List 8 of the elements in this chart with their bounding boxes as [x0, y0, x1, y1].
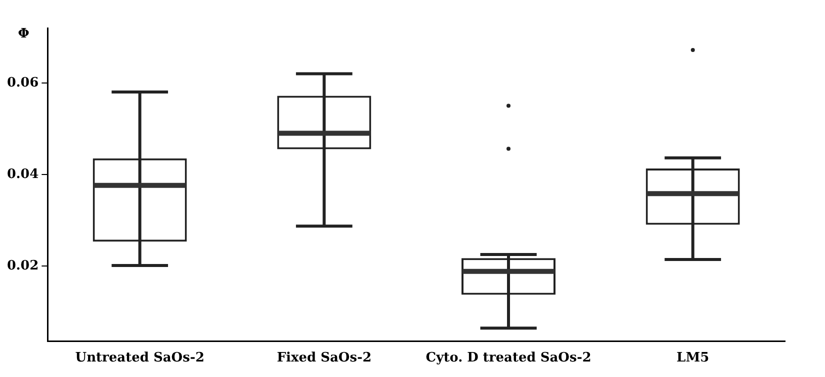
x-tick-label: Cyto. D treated SaOs-2	[426, 350, 592, 366]
x-tick-label: Untreated SaOs-2	[75, 350, 204, 366]
y-axis-title: Φ	[18, 26, 30, 42]
y-tick-label: 0.02	[6, 258, 39, 274]
x-tick-label: Fixed SaOs-2	[276, 350, 372, 366]
y-tick-label: 0.04	[6, 166, 39, 182]
y-tick-label: 0.06	[6, 75, 39, 90]
x-tick-label: LM5	[676, 350, 710, 366]
